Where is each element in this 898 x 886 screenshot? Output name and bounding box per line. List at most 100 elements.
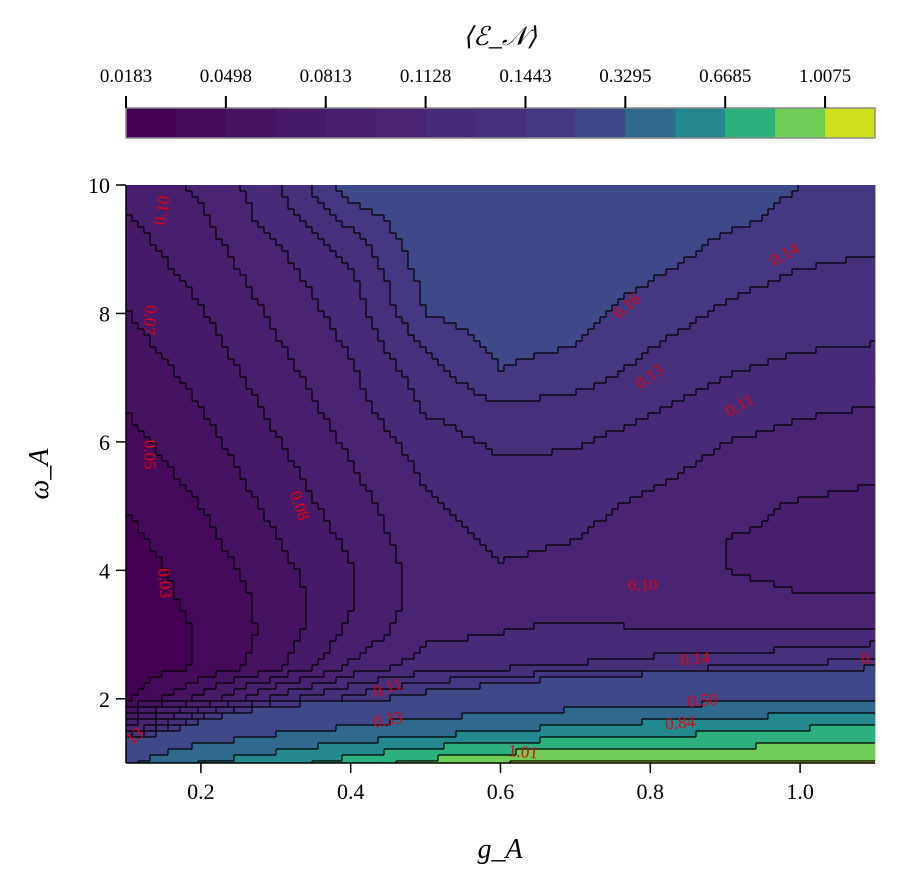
contour-cell: [702, 329, 709, 336]
contour-cell: [804, 215, 811, 222]
contour-cell: [804, 413, 811, 420]
contour-cell: [300, 215, 307, 222]
contour-cell: [192, 227, 199, 234]
contour-cell: [438, 215, 445, 222]
contour-cell: [198, 347, 205, 354]
contour-cell: [186, 329, 193, 336]
contour-cell: [408, 293, 415, 300]
contour-cell: [510, 377, 517, 384]
contour-cell: [630, 305, 637, 312]
contour-cell: [576, 227, 583, 234]
contour-cell: [582, 287, 589, 294]
contour-cell: [366, 293, 373, 300]
contour-cell: [864, 191, 871, 198]
contour-cell: [468, 419, 475, 426]
contour-cell: [468, 191, 475, 198]
contour-cell: [234, 245, 241, 252]
contour-cell: [480, 293, 487, 300]
contour-cell: [192, 389, 199, 396]
contour-cell: [396, 395, 403, 402]
contour-cell: [618, 269, 625, 276]
contour-cell: [780, 401, 787, 408]
contour-cell: [810, 185, 817, 192]
contour-cell: [798, 281, 805, 288]
contour-cell: [660, 311, 667, 318]
contour-cell: [522, 233, 529, 240]
contour-cell: [606, 209, 613, 216]
contour-cell: [708, 341, 715, 348]
contour-cell: [420, 359, 427, 366]
contour-cell: [516, 275, 523, 282]
contour-cell: [654, 365, 661, 372]
contour-cell: [294, 413, 301, 420]
contour-cell: [270, 233, 277, 240]
contour-cell: [450, 221, 457, 228]
contour-cell: [462, 311, 469, 318]
contour-cell: [486, 269, 493, 276]
contour-cell: [228, 395, 235, 402]
contour-cell: [840, 377, 847, 384]
contour-cell: [732, 257, 739, 264]
contour-cell: [306, 305, 313, 312]
contour-cell: [156, 203, 163, 210]
contour-cell: [276, 335, 283, 342]
contour-cell: [588, 311, 595, 318]
contour-cell: [318, 371, 325, 378]
contour-cell: [678, 371, 685, 378]
contour-cell: [660, 341, 667, 348]
contour-cell: [366, 311, 373, 318]
contour-cell: [516, 413, 523, 420]
contour-cell: [318, 395, 325, 402]
contour-cell: [324, 419, 331, 426]
contour-cell: [234, 407, 241, 414]
contour-cell: [774, 239, 781, 246]
contour-cell: [426, 191, 433, 198]
contour-cell: [636, 419, 643, 426]
contour-cell: [390, 419, 397, 426]
contour-cell: [402, 419, 409, 426]
contour-cell: [342, 329, 349, 336]
contour-cell: [186, 353, 193, 360]
contour-cell: [498, 275, 505, 282]
contour-cell: [858, 269, 865, 276]
contour-cell: [432, 365, 439, 372]
contour-cell: [828, 245, 835, 252]
contour-cell: [732, 371, 739, 378]
contour-cell: [270, 413, 277, 420]
contour-cell: [330, 335, 337, 342]
contour-cell: [744, 371, 751, 378]
contour-cell: [624, 251, 631, 258]
contour-cell: [132, 203, 139, 210]
contour-cell: [702, 239, 709, 246]
contour-cell: [372, 323, 379, 330]
contour-cell: [450, 275, 457, 282]
contour-cell: [336, 317, 343, 324]
contour-cell: [636, 413, 643, 420]
contour-cell: [690, 275, 697, 282]
contour-cell: [444, 407, 451, 414]
contour-cell: [372, 269, 379, 276]
contour-cell: [642, 353, 649, 360]
contour-cell: [636, 377, 643, 384]
contour-cell: [714, 347, 721, 354]
contour-cell: [294, 203, 301, 210]
contour-cell: [774, 305, 781, 312]
contour-cell: [306, 335, 313, 342]
contour-cell: [210, 281, 217, 288]
contour-cell: [564, 311, 571, 318]
contour-cell: [492, 245, 499, 252]
contour-cell: [672, 209, 679, 216]
contour-cell: [654, 251, 661, 258]
contour-cell: [270, 257, 277, 264]
contour-cell: [870, 413, 876, 420]
contour-cell: [144, 329, 151, 336]
contour-cell: [420, 329, 427, 336]
contour-cell: [210, 257, 217, 264]
contour-cell: [558, 227, 565, 234]
contour-cell: [390, 245, 397, 252]
contour-cell: [288, 221, 295, 228]
contour-cell: [864, 245, 871, 252]
contour-cell: [798, 329, 805, 336]
contour-cell: [492, 269, 499, 276]
contour-cell: [528, 215, 535, 222]
